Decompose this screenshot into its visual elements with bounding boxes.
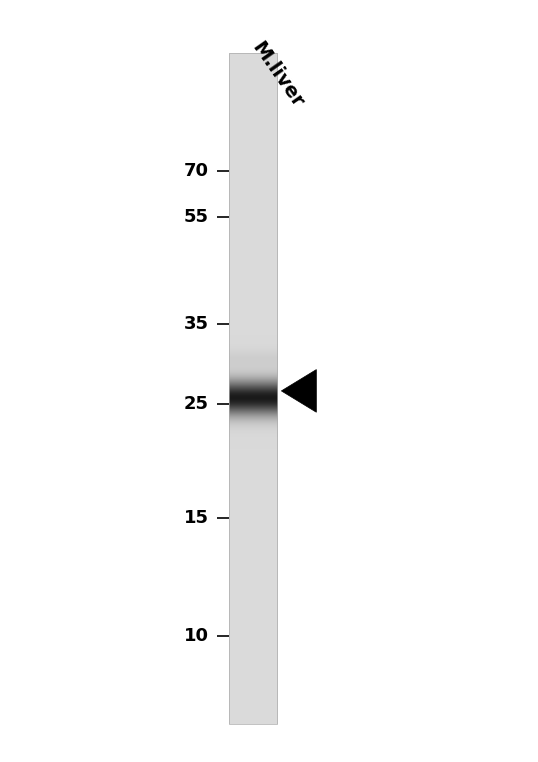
- Text: 15: 15: [184, 509, 209, 527]
- Polygon shape: [281, 370, 316, 412]
- Text: 25: 25: [184, 395, 209, 413]
- Text: 70: 70: [184, 162, 209, 181]
- Text: M.liver: M.liver: [247, 39, 307, 111]
- Bar: [229, 53, 277, 724]
- Text: 55: 55: [184, 208, 209, 226]
- Text: 35: 35: [184, 315, 209, 333]
- Text: 10: 10: [184, 627, 209, 645]
